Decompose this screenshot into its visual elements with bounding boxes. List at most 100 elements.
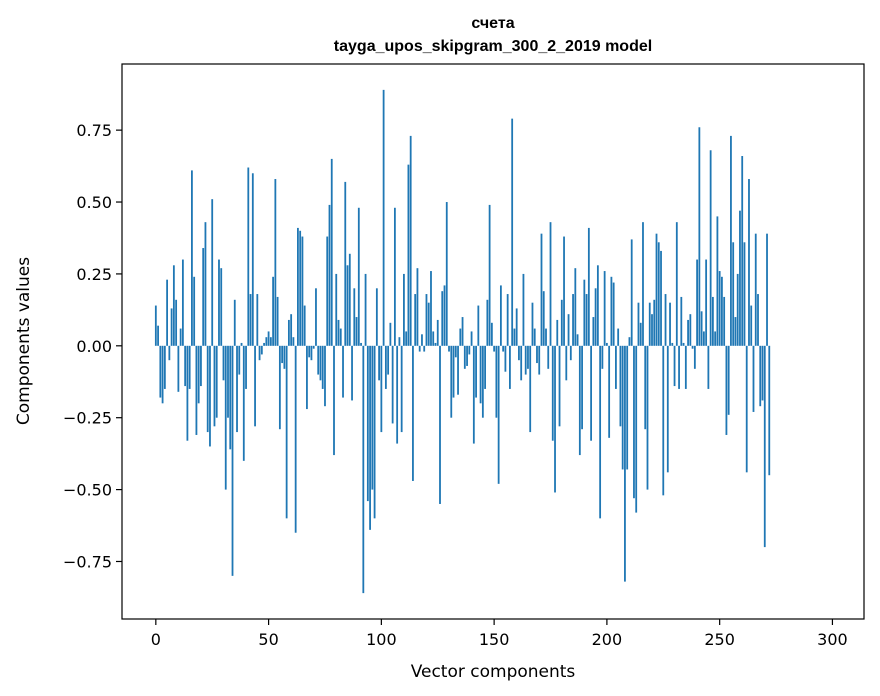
- x-tick-label: 300: [817, 630, 848, 649]
- bar-99: [378, 345, 380, 381]
- bar-2: [159, 345, 162, 398]
- bar-160: [515, 308, 518, 346]
- bar-34: [231, 345, 234, 576]
- bar-85: [346, 265, 349, 346]
- bar-154: [502, 345, 505, 352]
- bar-233: [680, 296, 683, 346]
- bar-223: [657, 242, 660, 346]
- bar-115: [414, 294, 417, 346]
- bar-248: [714, 331, 717, 346]
- bar-185: [572, 294, 574, 346]
- bar-86: [348, 253, 351, 346]
- bar-204: [615, 345, 617, 389]
- bar-96: [371, 345, 374, 490]
- bar-189: [581, 345, 583, 430]
- y-tick-label: −0.50: [63, 481, 112, 500]
- bar-239: [693, 345, 696, 369]
- bar-100: [380, 345, 383, 433]
- bar-46: [258, 345, 261, 361]
- bar-186: [574, 268, 577, 346]
- y-tick-label: −0.75: [63, 552, 112, 571]
- bar-10: [177, 345, 180, 392]
- bar-133: [454, 345, 457, 358]
- bar-231: [675, 222, 678, 346]
- bar-193: [590, 345, 592, 441]
- bar-181: [563, 236, 565, 346]
- bar-78: [330, 158, 333, 346]
- bar-177: [554, 345, 556, 493]
- bar-264: [750, 305, 753, 346]
- plot-frame: [121, 63, 865, 620]
- bar-146: [484, 345, 486, 389]
- bar-201: [608, 345, 611, 438]
- bar-60: [290, 314, 293, 346]
- bar-101: [382, 89, 385, 346]
- bar-183: [567, 314, 570, 346]
- bar-0: [154, 305, 157, 346]
- bar-79: [333, 345, 335, 456]
- bar-206: [619, 345, 622, 427]
- bar-114: [412, 345, 414, 481]
- bar-242: [700, 311, 703, 346]
- bar-159: [513, 328, 516, 346]
- bar-65: [301, 236, 304, 346]
- bar-175: [549, 222, 552, 346]
- bar-234: [682, 342, 685, 346]
- bar-36: [236, 345, 238, 433]
- y-tick-label: 0.25: [76, 265, 112, 284]
- bar-43: [251, 173, 254, 346]
- bar-18: [195, 345, 198, 435]
- bar-107: [396, 345, 399, 444]
- bar-218: [646, 345, 649, 490]
- bar-124: [434, 342, 437, 346]
- bar-50: [267, 331, 270, 346]
- x-tick-label: 50: [258, 630, 278, 649]
- bar-205: [617, 328, 620, 346]
- bar-108: [398, 337, 401, 346]
- bar-222: [655, 233, 658, 346]
- bar-9: [175, 299, 178, 346]
- bar-148: [488, 204, 491, 346]
- bar-184: [569, 345, 572, 361]
- bar-210: [628, 337, 631, 346]
- bar-135: [459, 328, 462, 346]
- bar-166: [529, 345, 532, 433]
- bar-147: [486, 299, 489, 346]
- bar-75: [324, 345, 326, 407]
- y-axis-label: Components values: [14, 257, 34, 425]
- bar-25: [211, 199, 214, 346]
- bar-71: [315, 288, 317, 346]
- bar-257: [734, 317, 737, 346]
- bar-143: [477, 305, 480, 346]
- bar-3: [161, 345, 164, 404]
- bar-37: [238, 345, 241, 375]
- bar-130: [448, 345, 450, 352]
- bar-19: [197, 345, 200, 404]
- bar-70: [312, 345, 315, 349]
- chart-title: счета: [471, 15, 514, 32]
- bar-198: [601, 345, 604, 369]
- bar-128: [443, 285, 446, 346]
- bar-165: [527, 345, 529, 369]
- bar-77: [328, 204, 331, 346]
- bar-172: [542, 291, 545, 346]
- y-tick-label: 0.50: [76, 193, 112, 212]
- bar-241: [698, 127, 701, 346]
- bar-88: [353, 288, 356, 346]
- bar-155: [504, 345, 507, 372]
- chart-subtitle: tayga_upos_skipgram_300_2_2019 model: [334, 38, 652, 55]
- bar-28: [218, 259, 220, 346]
- bar-120: [425, 294, 428, 346]
- y-tick-label: 0.75: [76, 121, 112, 140]
- bar-89: [355, 317, 358, 346]
- bar-161: [518, 345, 520, 361]
- bar-16: [191, 170, 193, 346]
- bar-153: [499, 285, 502, 346]
- bar-49: [265, 337, 268, 346]
- bar-237: [689, 314, 692, 346]
- bar-230: [673, 345, 676, 387]
- bar-23: [206, 345, 209, 433]
- bar-39: [242, 345, 245, 461]
- bar-163: [522, 273, 525, 346]
